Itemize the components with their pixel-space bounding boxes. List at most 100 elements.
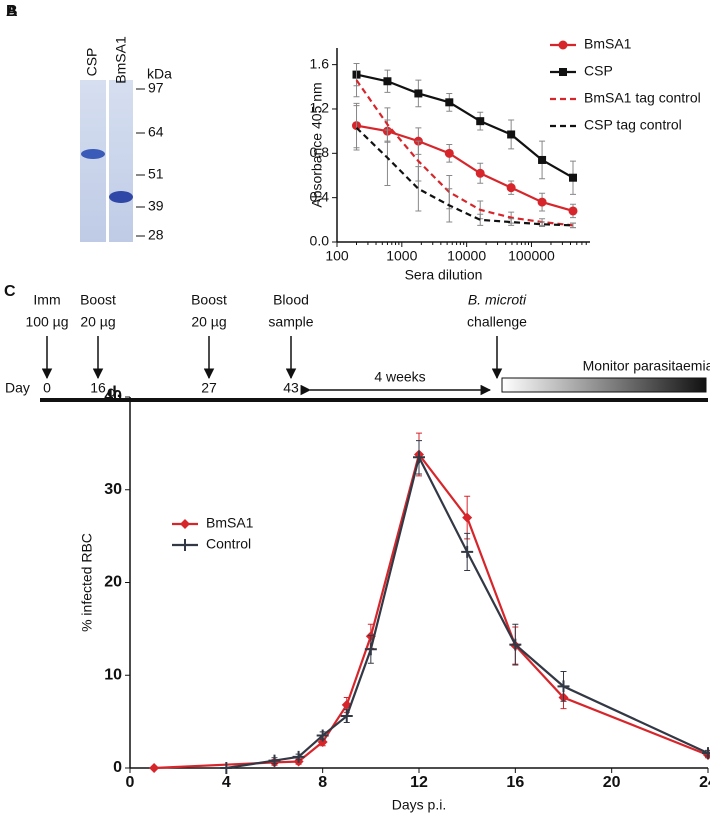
error-bar bbox=[539, 221, 546, 227]
gel-band bbox=[109, 191, 133, 203]
event-day: 27 bbox=[201, 380, 217, 396]
event-label: 20 µg bbox=[191, 314, 226, 330]
legend-label: CSP tag control bbox=[584, 117, 682, 133]
y-tick-label: 10 bbox=[104, 666, 122, 683]
x-axis-label: Sera dilution bbox=[405, 267, 483, 283]
panel-label: B bbox=[6, 3, 18, 20]
x-tick-label: 0 bbox=[126, 774, 135, 791]
y-tick-label: 0.8 bbox=[310, 144, 330, 160]
series-line bbox=[355, 79, 574, 227]
y-axis-label: Absorbance 405 nm bbox=[309, 82, 325, 207]
x-tick-label: 100 bbox=[325, 248, 349, 264]
point bbox=[537, 197, 547, 207]
event-day: 16 bbox=[90, 380, 106, 396]
series-line bbox=[356, 124, 574, 213]
event-label: Boost bbox=[191, 292, 227, 308]
legend-label: Control bbox=[206, 536, 251, 552]
point bbox=[569, 173, 578, 182]
x-tick-label: 20 bbox=[603, 774, 621, 791]
x-tick-label: 100000 bbox=[508, 248, 555, 264]
y-tick-label: 1.6 bbox=[310, 55, 330, 71]
lane-label: CSP bbox=[84, 48, 100, 77]
x-tick-label: 8 bbox=[318, 774, 327, 791]
legend-label: BmSA1 tag control bbox=[584, 90, 701, 106]
legend-label: CSP bbox=[584, 63, 613, 79]
panel-label: A bbox=[6, 3, 18, 20]
point bbox=[220, 762, 233, 774]
point bbox=[557, 680, 570, 693]
mw-label: 64 bbox=[148, 124, 164, 140]
panel-label: d. bbox=[107, 384, 121, 401]
point bbox=[475, 168, 485, 178]
point bbox=[149, 763, 160, 773]
gel-lane bbox=[109, 80, 133, 242]
mw-label: 39 bbox=[148, 198, 164, 214]
point bbox=[292, 750, 305, 763]
mw-label: 28 bbox=[148, 227, 164, 243]
panel-label: C bbox=[4, 283, 16, 300]
y-tick-label: 30 bbox=[104, 481, 122, 498]
point bbox=[179, 539, 191, 551]
x-tick-label: 10000 bbox=[447, 248, 486, 264]
y-tick-label: 40 bbox=[104, 388, 122, 405]
mw-markers: 97 64 51 39 28 bbox=[136, 80, 164, 243]
series-line bbox=[356, 73, 574, 179]
point bbox=[702, 747, 710, 760]
point bbox=[180, 519, 190, 529]
x-tick-label: 4 bbox=[222, 774, 231, 791]
error-bar bbox=[570, 222, 577, 229]
point bbox=[413, 451, 425, 464]
point bbox=[444, 148, 454, 158]
point bbox=[461, 545, 474, 558]
x-tick-label: 1000 bbox=[386, 248, 417, 264]
event-day: 0 bbox=[43, 380, 51, 396]
event-label: 20 µg bbox=[80, 314, 115, 330]
x-axis-label: Days p.i. bbox=[392, 797, 446, 813]
gel-lane bbox=[80, 80, 106, 242]
point bbox=[559, 68, 567, 76]
day-label: Day bbox=[5, 380, 30, 396]
timeline: Imm 100 µg 0 Boost 20 µg 16 Boost 20 µg 27 Blood s… bbox=[25, 292, 527, 396]
lane-label: BmSA1 bbox=[113, 36, 129, 84]
monitor-label: Monitor parasitaemia bbox=[583, 358, 710, 374]
point bbox=[364, 643, 377, 656]
x-tick-label: 12 bbox=[410, 774, 428, 791]
event-label: Boost bbox=[80, 292, 116, 308]
point bbox=[538, 155, 547, 164]
event-label: B. microti bbox=[468, 292, 527, 308]
y-tick-label: 0.4 bbox=[310, 188, 330, 204]
point bbox=[506, 183, 516, 193]
y-tick-label: 0 bbox=[113, 759, 122, 776]
event-label: sample bbox=[268, 314, 313, 330]
monitor-bar bbox=[501, 377, 707, 393]
event-day: 43 bbox=[283, 380, 299, 396]
point bbox=[268, 754, 281, 767]
legend-label: BmSA1 bbox=[584, 36, 632, 52]
event-label: 100 µg bbox=[25, 314, 68, 330]
point bbox=[509, 638, 522, 651]
x-tick-label: 16 bbox=[506, 774, 524, 791]
series-line bbox=[355, 127, 574, 227]
series-line bbox=[154, 452, 709, 770]
point bbox=[316, 729, 329, 742]
error-bar bbox=[508, 218, 515, 226]
point bbox=[383, 77, 392, 86]
point bbox=[568, 206, 578, 216]
event-label: Imm bbox=[33, 292, 60, 308]
mw-label: 51 bbox=[148, 166, 164, 182]
point bbox=[507, 130, 516, 139]
gel-band bbox=[81, 149, 105, 159]
point bbox=[445, 98, 454, 107]
legend-label: BmSA1 bbox=[206, 515, 254, 531]
error-bar bbox=[477, 213, 484, 226]
interval-label: 4 weeks bbox=[374, 369, 425, 385]
point bbox=[340, 710, 353, 723]
event-label: Blood bbox=[273, 292, 309, 308]
y-tick-label: 0.0 bbox=[310, 233, 330, 249]
y-tick-label: 20 bbox=[104, 574, 122, 591]
point bbox=[414, 89, 423, 98]
point bbox=[558, 40, 568, 50]
y-axis-label: % infected RBC bbox=[79, 533, 95, 632]
unit-label: kDa bbox=[147, 66, 172, 82]
mw-label: 97 bbox=[148, 80, 164, 96]
